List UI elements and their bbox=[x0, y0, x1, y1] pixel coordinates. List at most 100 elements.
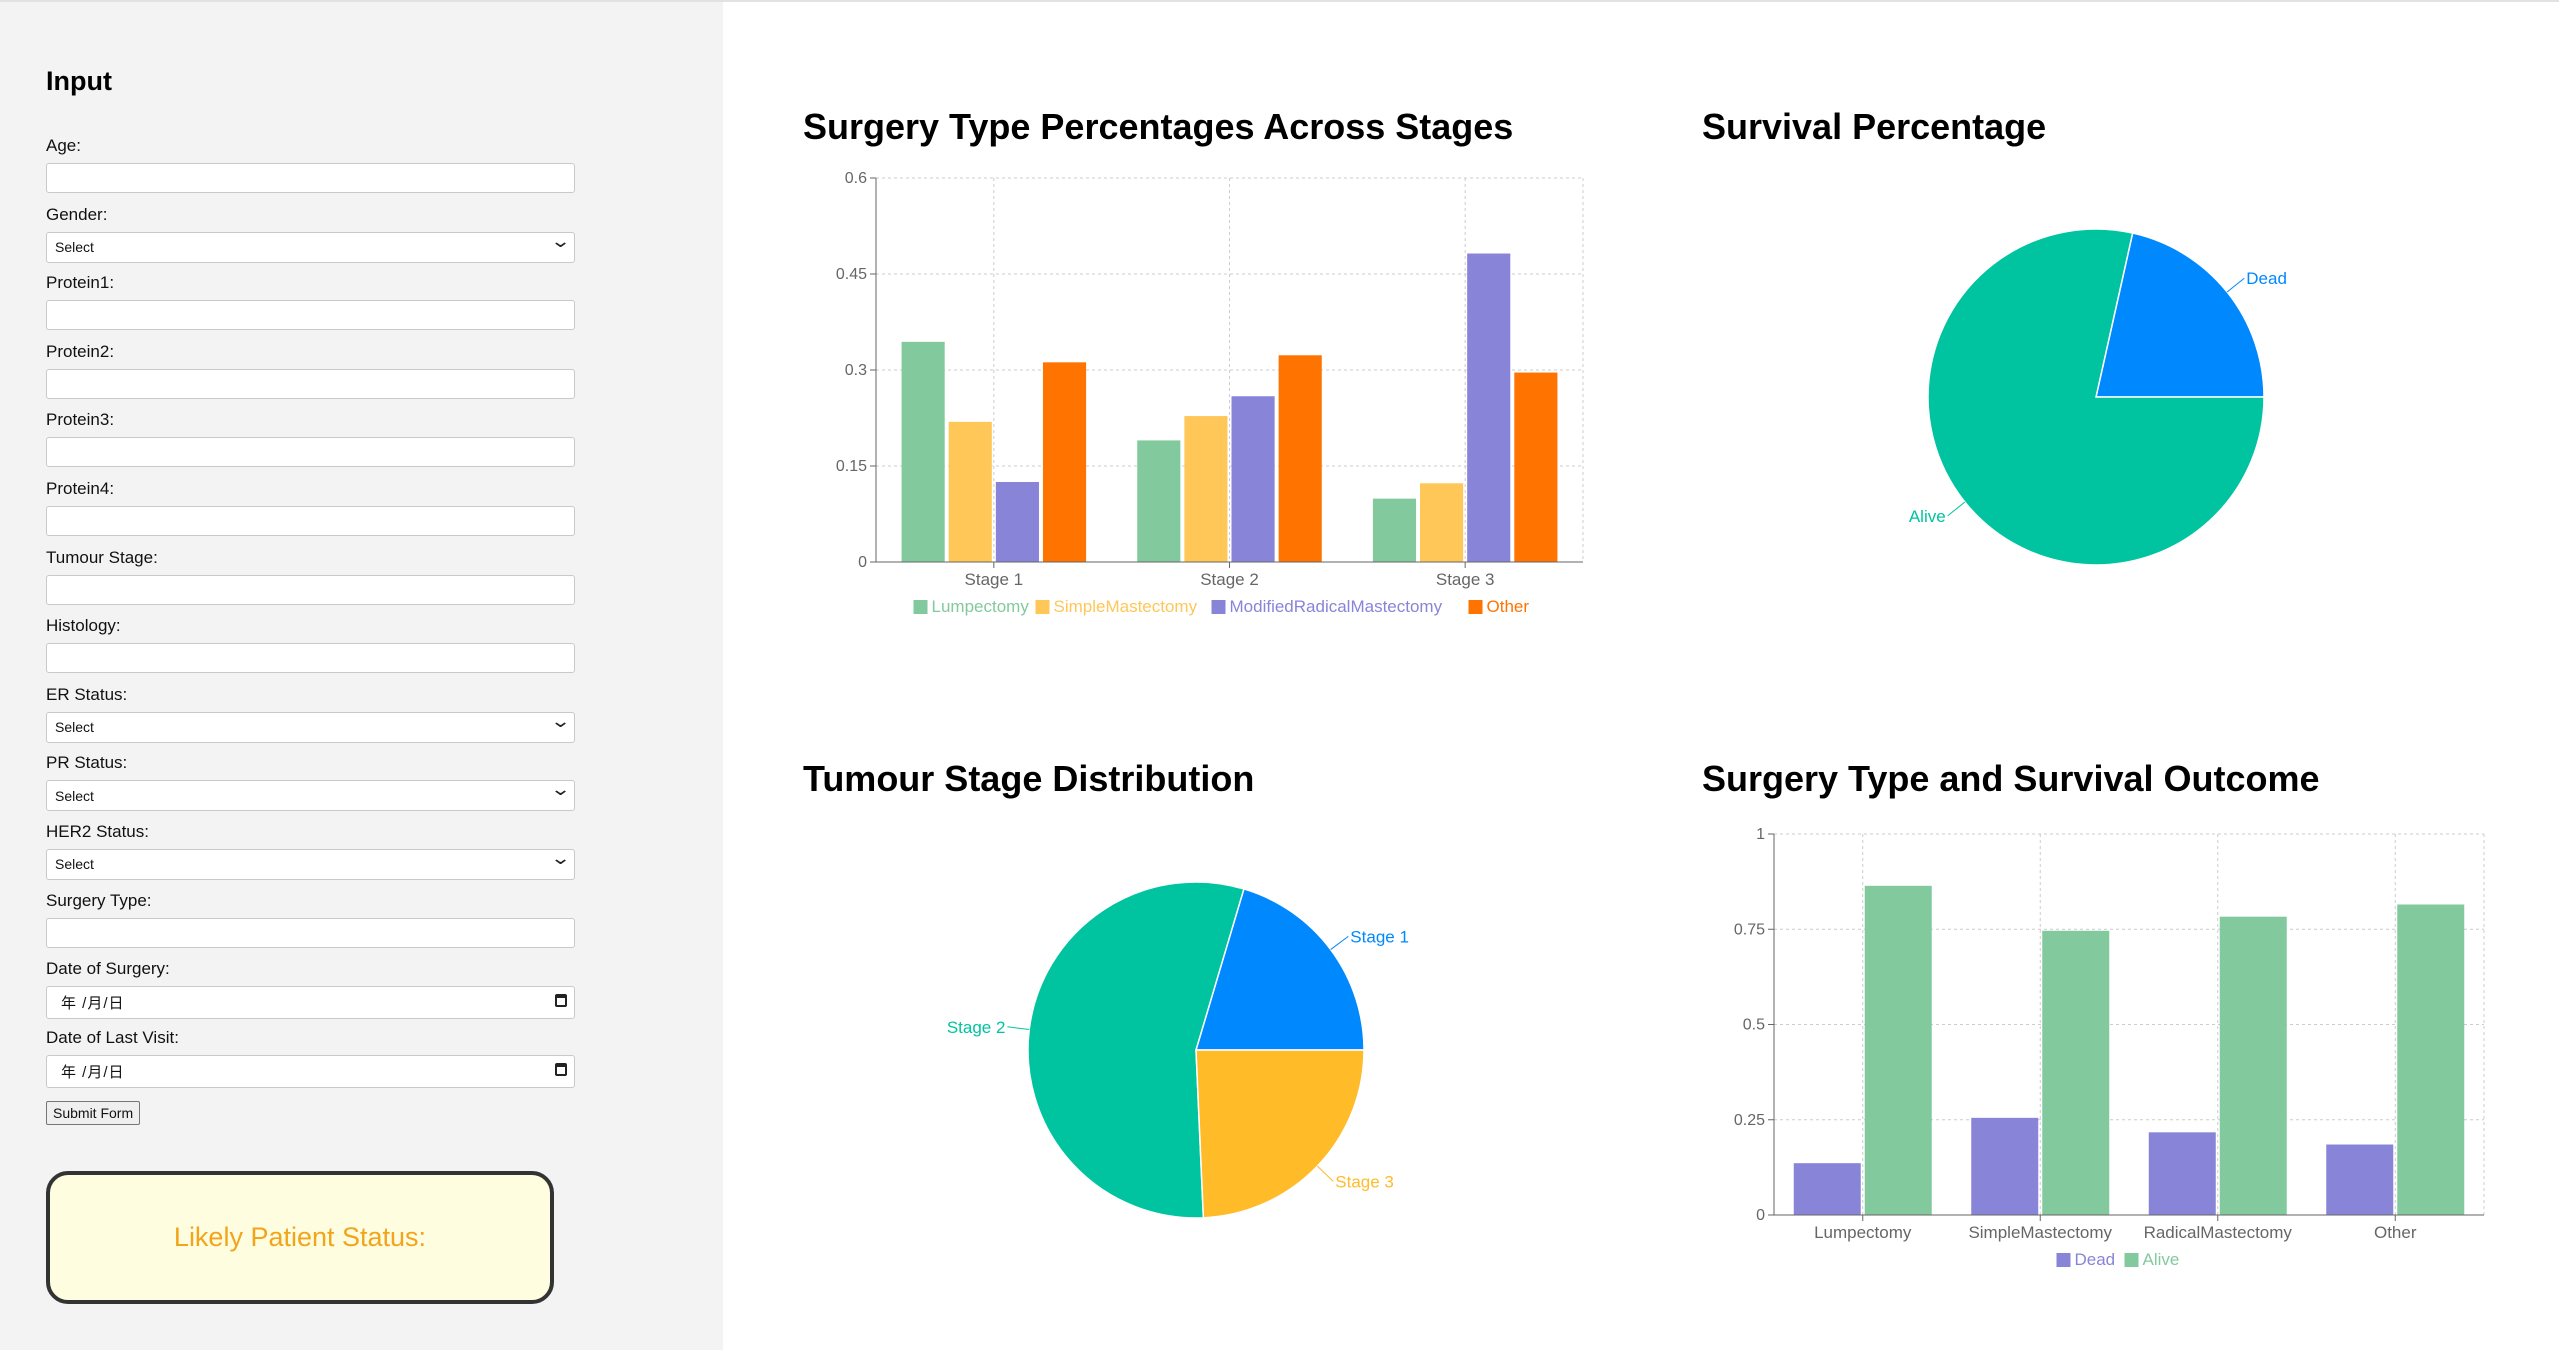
pie-label-line bbox=[1317, 1165, 1334, 1182]
legend-label-lumpectomy: Lumpectomy bbox=[932, 597, 1030, 616]
legend-label-alive: Alive bbox=[2143, 1250, 2180, 1269]
surgery-survival-bar-chart: 0 0.25 0.5 0.75 1 Lumpectomy SimpleMastectomy R… bbox=[1734, 826, 2485, 1269]
bar-simplemastectomy-stage-1 bbox=[948, 421, 992, 562]
histology-input[interactable] bbox=[46, 643, 575, 674]
legend-swatch-alive bbox=[2124, 1253, 2139, 1267]
y-tick-label: 0.3 bbox=[845, 362, 867, 379]
tumour-stage-label: Tumour Stage: bbox=[46, 547, 158, 567]
input-sidebar: Input Age: Gender: Select ⌄ Protein1: Protein… bbox=[0, 2, 723, 1350]
er-status-select[interactable]: Select bbox=[46, 711, 575, 743]
pr-status-select[interactable]: Select bbox=[46, 780, 575, 812]
her2-status-label: HER2 Status: bbox=[46, 821, 149, 841]
calendar-icon[interactable] bbox=[555, 1062, 567, 1076]
y-tick-label: 0.25 bbox=[1734, 1112, 1765, 1129]
gender-label: Gender: bbox=[46, 204, 108, 224]
y-tick-label: 1 bbox=[1756, 826, 1765, 843]
date-of-surgery-date-input[interactable]: 年 /月/日 bbox=[46, 986, 575, 1020]
pie-label-alive: Alive bbox=[1909, 507, 1946, 526]
legend-swatch-simplemastectomy bbox=[1035, 600, 1050, 614]
field-gender: Gender: Select ⌄ bbox=[46, 203, 576, 272]
bar-lumpectomy-stage-3 bbox=[1372, 498, 1417, 562]
x-tick-label: Stage 2 bbox=[1200, 570, 1259, 589]
bar-lumpectomy-stage-2 bbox=[1137, 440, 1181, 562]
patient-status-box: Likely Patient Status: bbox=[46, 1171, 554, 1304]
surgery-stages-bar-chart: 0 0.15 0.3 0.45 0.6 Stage 1 Stage 2 Stage 3 Lump… bbox=[836, 170, 1584, 616]
bar-other-stage-3 bbox=[1514, 372, 1558, 562]
pie-label-stage-1: Stage 1 bbox=[1350, 927, 1409, 946]
pie-slice-stage-2 bbox=[1027, 881, 1245, 1219]
date-of-surgery-label: Date of Surgery: bbox=[46, 959, 170, 979]
bar-other-stage-1 bbox=[1042, 362, 1087, 562]
bar-dead-simplemastectomy bbox=[1971, 1117, 2039, 1215]
survival-pie-chart: Dead Alive bbox=[1909, 228, 2287, 566]
bar-dead-lumpectomy bbox=[1793, 1163, 1861, 1215]
legend-swatch-lumpectomy bbox=[913, 600, 928, 614]
bar-alive-simplemastectomy bbox=[2042, 930, 2110, 1215]
field-tumour-stage: Tumour Stage: bbox=[46, 546, 576, 615]
protein3-label: Protein3: bbox=[46, 410, 115, 430]
tumour-stage-input[interactable] bbox=[46, 574, 575, 605]
protein4-input[interactable] bbox=[46, 505, 575, 536]
patient-status-label: Likely Patient Status: bbox=[173, 1222, 427, 1252]
chart-title-tumour-stage: Tumour Stage Distribution bbox=[803, 758, 1255, 799]
x-tick-label: Other bbox=[2374, 1223, 2417, 1242]
protein2-input[interactable] bbox=[46, 368, 575, 399]
legend-swatch-modifiedradicalmastectomy bbox=[1211, 600, 1226, 614]
field-surgery-type: Surgery Type: bbox=[46, 889, 576, 958]
date-of-last-visit-date-value: 年 /月/日 bbox=[61, 1063, 125, 1081]
date-of-last-visit-label: Date of Last Visit: bbox=[46, 1027, 179, 1047]
pie-label-stage-3: Stage 3 bbox=[1335, 1172, 1394, 1191]
calendar-icon[interactable] bbox=[555, 994, 567, 1008]
pie-slice-dead bbox=[2095, 232, 2265, 398]
age-label: Age: bbox=[46, 136, 81, 155]
field-protein4: Protein4: bbox=[46, 477, 576, 546]
field-protein3: Protein3: bbox=[46, 408, 576, 477]
bar-simplemastectomy-stage-3 bbox=[1420, 483, 1464, 562]
x-tick-label: Stage 1 bbox=[965, 570, 1024, 589]
patient-form: Age: Gender: Select ⌄ Protein1: Protein2: Prot… bbox=[46, 134, 576, 1094]
chart-title-surgery-survival: Surgery Type and Survival Outcome bbox=[1702, 758, 2320, 799]
pie-slice-stage-3 bbox=[1195, 1049, 1365, 1219]
y-tick-label: 0.5 bbox=[1743, 1017, 1765, 1034]
pie-label-stage-2: Stage 2 bbox=[947, 1018, 1006, 1037]
x-tick-label: Lumpectomy bbox=[1814, 1223, 1912, 1242]
protein2-label: Protein2: bbox=[46, 341, 115, 361]
y-tick-label: 0 bbox=[858, 554, 867, 571]
field-pr-status: PR Status: Select ⌄ bbox=[46, 751, 576, 820]
bar-modifiedradicalmastectomy-stage-1 bbox=[995, 482, 1039, 562]
surgery-type-input[interactable] bbox=[46, 917, 575, 948]
x-tick-label: SimpleMastectomy bbox=[1968, 1223, 2112, 1242]
sidebar-title: Input bbox=[46, 66, 112, 96]
chart-title-survival: Survival Percentage bbox=[1702, 106, 2047, 147]
pie-label-line bbox=[2226, 277, 2245, 293]
bar-simplemastectomy-stage-2 bbox=[1184, 416, 1228, 562]
submit-form-button[interactable]: Submit Form bbox=[46, 1101, 141, 1125]
age-input[interactable] bbox=[46, 163, 575, 193]
field-date-of-surgery: Date of Surgery: 年 /月/日 bbox=[46, 957, 576, 1026]
pie-label-line bbox=[1330, 935, 1349, 950]
surgery-type-label: Surgery Type: bbox=[46, 890, 152, 910]
tumour-stage-pie-chart: Stage 1 Stage 2 Stage 3 bbox=[947, 881, 1409, 1219]
chart-title-surgery-stages: Surgery Type Percentages Across Stages bbox=[803, 106, 1514, 147]
field-age: Age: bbox=[46, 134, 576, 203]
x-tick-label: RadicalMastectomy bbox=[2144, 1223, 2293, 1242]
legend-swatch-other bbox=[1468, 600, 1483, 614]
bar-alive-other bbox=[2397, 904, 2465, 1215]
x-tick-label: Stage 3 bbox=[1436, 570, 1495, 589]
histology-label: Histology: bbox=[46, 616, 121, 636]
pie-label-line bbox=[1947, 501, 1966, 517]
bar-dead-other bbox=[2326, 1144, 2394, 1215]
y-tick-label: 0.6 bbox=[845, 170, 867, 187]
protein1-input[interactable] bbox=[46, 300, 575, 331]
bar-dead-radicalmastectomy bbox=[2148, 1132, 2216, 1215]
date-of-last-visit-date-input[interactable]: 年 /月/日 bbox=[46, 1054, 575, 1088]
protein1-label: Protein1: bbox=[46, 273, 115, 293]
protein3-input[interactable] bbox=[46, 437, 575, 468]
gender-select[interactable]: Select bbox=[46, 231, 575, 263]
legend-label-modifiedradicalmastectomy: ModifiedRadicalMastectomy bbox=[1230, 597, 1443, 616]
pr-status-label: PR Status: bbox=[46, 753, 128, 773]
bar-modifiedradicalmastectomy-stage-3 bbox=[1467, 253, 1511, 562]
her2-status-select[interactable]: Select bbox=[46, 848, 575, 880]
field-her2-status: HER2 Status: Select ⌄ bbox=[46, 820, 576, 889]
bar-other-stage-2 bbox=[1278, 355, 1322, 562]
